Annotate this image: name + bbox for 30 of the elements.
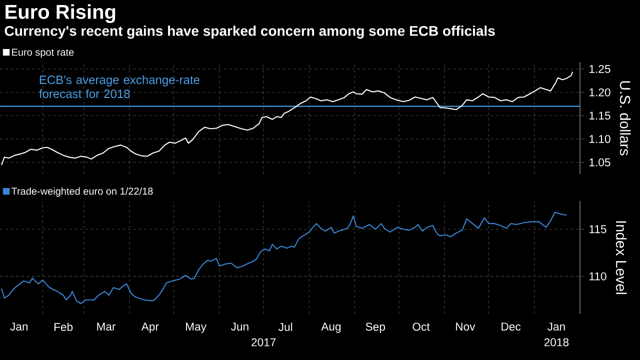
x-tick-label: Jan — [10, 322, 28, 331]
y-tick-label: 1.20 — [590, 88, 610, 96]
y-tick-label: 1.25 — [590, 64, 610, 73]
x-tick-label: Apr — [141, 322, 159, 333]
x-tick-label: Sep — [366, 322, 385, 333]
line-series — [0, 71, 574, 166]
chart-subtitle: Currency's recent gains have sparked concern among some ECB officials — [4, 26, 495, 39]
x-tick-label: Feb — [54, 322, 73, 332]
text: 2017 — [252, 338, 276, 346]
ref-line-label: ECB's average exchange-rate forecast for 2018 — [39, 75, 200, 98]
x-tick-label: Aug — [321, 322, 341, 333]
x-tick-label: Mar — [97, 322, 116, 331]
x-tick-label: Jan — [547, 322, 565, 331]
x-tick-label: Nov — [456, 322, 476, 331]
legend-label: Trade-weighted euro on 1/22/18 — [12, 187, 153, 197]
y-tick-label: 110 — [590, 272, 606, 280]
x-tick-label: Oct — [412, 322, 430, 331]
x-tick-label: Jun — [230, 322, 248, 331]
y-tick-label: 1.15 — [590, 112, 610, 120]
y-tick-label: 1.10 — [590, 134, 610, 143]
y-tick-label: 115 — [590, 225, 606, 234]
x-tick-label: May — [186, 322, 206, 333]
x-tick-label: Jul — [278, 322, 292, 332]
x-tick-label: Dec — [502, 322, 521, 331]
legend-label: Euro spot rate — [12, 48, 74, 58]
chart-title: Euro Rising — [6, 4, 116, 23]
y-axis-title: U.S. dollars — [620, 81, 631, 156]
text: 2018 — [544, 338, 569, 346]
y-tick-label: 1.05 — [590, 158, 610, 166]
y-axis-title: Index Level — [616, 221, 627, 294]
